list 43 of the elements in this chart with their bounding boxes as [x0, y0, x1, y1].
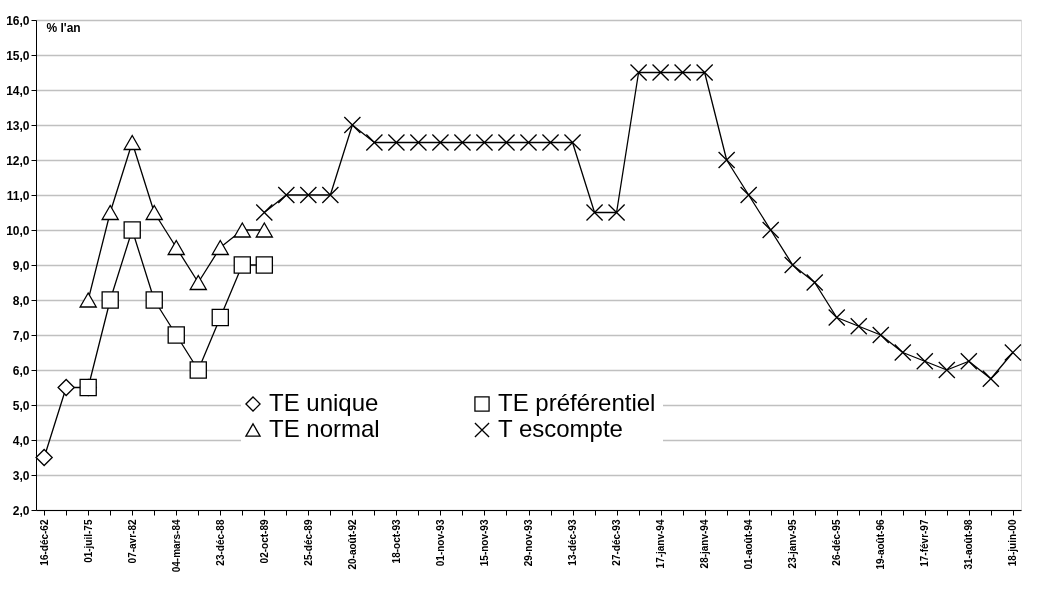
y-tick-label: 14,0	[6, 83, 30, 98]
y-tick-label: 2,0	[12, 503, 30, 518]
x-tick-label: 17-févr-97	[919, 519, 931, 567]
legend-label: TE unique	[269, 389, 379, 416]
y-tick-label: 8,0	[12, 293, 30, 308]
x-tick-label: 13-déc-93	[567, 519, 579, 566]
x-tick-label: 02-oct-89	[258, 519, 270, 564]
y-tick-label: 13,0	[6, 118, 30, 133]
y-tick-label: 11,0	[6, 188, 30, 203]
legend-label: TE normal	[269, 415, 380, 442]
y-tick-label: 9,0	[12, 258, 30, 273]
y-tick-label: 10,0	[6, 223, 30, 238]
x-tick-label: 17-janv-94	[655, 519, 667, 569]
x-tick-label: 07-avr-82	[126, 519, 138, 564]
x-tick-label: 25-déc-89	[302, 519, 314, 566]
x-tick-label: 28-janv-94	[699, 519, 711, 569]
y-tick-label: 3,0	[12, 468, 30, 483]
x-tick-label: 23-janv-95	[787, 519, 799, 569]
y-tick-label: 12,0	[6, 153, 30, 168]
x-tick-label: 04-mars-84	[170, 519, 182, 573]
x-tick-label: 18-oct-93	[390, 519, 402, 564]
x-tick-label: 29-nov-93	[523, 519, 534, 567]
x-tick-label: 01-juil-75	[82, 519, 94, 563]
legend-label: T escompte	[498, 415, 623, 442]
x-tick-label: 23-déc-88	[214, 519, 226, 566]
x-tick-label: 26-déc-95	[831, 519, 843, 566]
legend-label: TE préférentiel	[498, 389, 656, 416]
x-tick-label: 15-nov-93	[478, 519, 490, 567]
y-tick-label: 5,0	[12, 398, 30, 413]
x-tick-label: 01-nov-93	[434, 519, 446, 567]
y-tick-label: 7,0	[12, 328, 30, 343]
x-tick-label: 19-août-96	[875, 519, 887, 570]
x-tick-label: 16-déc-62	[38, 519, 50, 566]
x-tick-label: 20-août-92	[346, 519, 358, 570]
x-tick-label: 18-juin-00	[1007, 519, 1019, 567]
y-tick-label: 16,0	[6, 13, 30, 28]
y-axis-title: % l'an	[46, 20, 81, 35]
x-tick-label: 31-août-98	[963, 519, 975, 570]
x-tick-label: 01-août-94	[743, 519, 755, 570]
x-tick-label: 27-déc-93	[611, 519, 623, 566]
y-tick-label: 6,0	[12, 363, 30, 378]
y-tick-label: 4,0	[12, 433, 30, 448]
y-tick-label: 15,0	[6, 48, 30, 63]
